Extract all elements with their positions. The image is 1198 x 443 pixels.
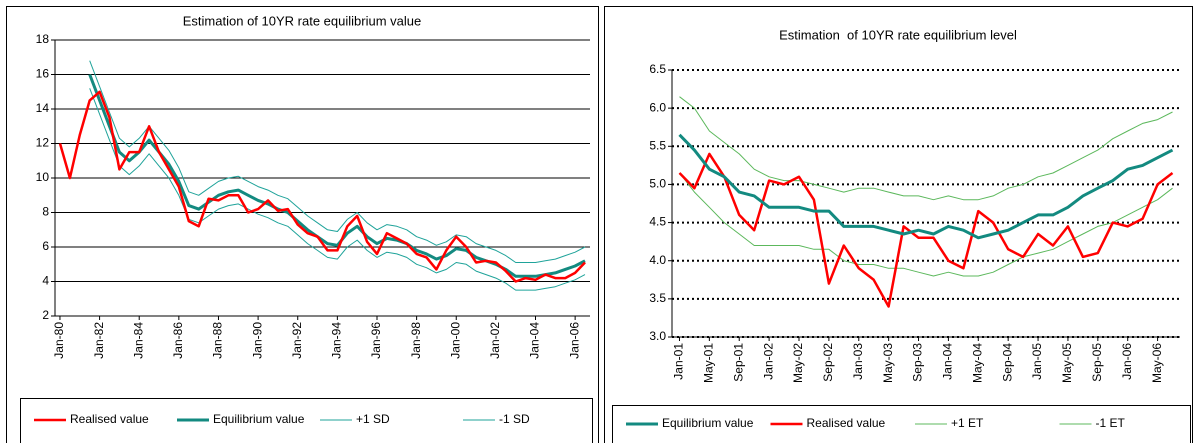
y-tick-label: 5.5 — [649, 138, 666, 152]
x-tick-label: May-05 — [1060, 343, 1074, 383]
legend-label: +1 SD — [356, 412, 390, 426]
x-tick-label: Jan-84 — [131, 322, 145, 359]
x-tick-label: Jan-03 — [851, 343, 865, 380]
y-tick-label: 2 — [42, 308, 49, 322]
x-tick-label: Jan-04 — [941, 343, 955, 380]
x-tick-label: Jan-82 — [92, 322, 106, 359]
x-tick-label: Jan-80 — [52, 322, 66, 359]
series-line — [678, 152, 1174, 308]
y-tick-label: 4 — [42, 274, 49, 288]
y-tick-label: 3.0 — [649, 329, 666, 343]
x-tick-label: Sep-05 — [1090, 343, 1104, 382]
y-tick-label: 14 — [36, 101, 50, 115]
x-tick-label: Jan-02 — [488, 322, 502, 359]
series-line — [679, 96, 1173, 201]
y-tick-label: 18 — [36, 32, 50, 46]
x-tick-label: Jan-05 — [1030, 343, 1044, 380]
y-tick-label: 12 — [36, 136, 50, 150]
y-tick-label: 4.0 — [649, 253, 666, 267]
y-tick-label: 6 — [42, 239, 49, 253]
x-tick-label: Jan-01 — [672, 343, 686, 380]
y-tick-label: 4.5 — [649, 215, 666, 229]
y-tick-label: 5.0 — [649, 177, 666, 191]
legend-box — [20, 398, 593, 443]
legend-label: Realised value — [70, 412, 149, 426]
series-line — [679, 172, 1173, 277]
x-tick-label: Sep-03 — [911, 343, 925, 382]
legend-label: Equilibrium value — [213, 412, 305, 426]
y-tick-label: 8 — [42, 205, 49, 219]
x-tick-label: Sep-04 — [1000, 343, 1014, 382]
x-tick-label: Jan-96 — [369, 322, 383, 359]
x-tick-label: Sep-02 — [821, 343, 835, 382]
x-tick-label: Jan-02 — [761, 343, 775, 380]
y-tick-label: 10 — [36, 170, 50, 184]
legend-label: -1 SD — [499, 412, 530, 426]
y-tick-label: 3.5 — [649, 291, 666, 305]
x-tick-label: Jan-94 — [330, 322, 344, 359]
x-tick-label: Jan-00 — [448, 322, 462, 359]
x-tick-label: Sep-01 — [731, 343, 745, 382]
x-tick-label: Jan-04 — [528, 322, 542, 359]
legend-box — [612, 405, 1191, 443]
legend-label: +1 ET — [951, 416, 984, 430]
legend-label: Equilibrium value — [662, 416, 754, 430]
x-tick-label: Jan-90 — [250, 322, 264, 359]
x-tick-label: Jan-86 — [171, 322, 185, 359]
legend-label: -1 ET — [1096, 416, 1126, 430]
series-line — [89, 60, 586, 263]
x-tick-label: May-02 — [791, 343, 805, 383]
chart-title: Estimation of 10YR rate equilibrium valu… — [183, 13, 421, 28]
x-tick-label: May-04 — [970, 343, 984, 383]
chart-frame — [604, 6, 1193, 443]
series-line — [89, 88, 586, 291]
series-line — [678, 133, 1174, 240]
chart-title: Estimation of 10YR rate equilibrium leve… — [779, 27, 1017, 42]
x-tick-label: Jan-06 — [1120, 343, 1134, 380]
y-tick-label: 6.5 — [649, 62, 666, 76]
x-tick-label: Jan-88 — [211, 322, 225, 359]
x-tick-label: Jan-06 — [567, 322, 581, 359]
y-tick-label: 16 — [36, 67, 50, 81]
x-tick-label: May-01 — [702, 343, 716, 383]
x-tick-label: May-03 — [881, 343, 895, 383]
x-tick-label: May-06 — [1150, 343, 1164, 383]
x-tick-label: Jan-92 — [290, 322, 304, 359]
series-line — [58, 90, 586, 283]
legend-label: Realised value — [807, 416, 886, 430]
y-tick-label: 6.0 — [649, 100, 666, 114]
x-tick-label: Jan-98 — [409, 322, 423, 359]
